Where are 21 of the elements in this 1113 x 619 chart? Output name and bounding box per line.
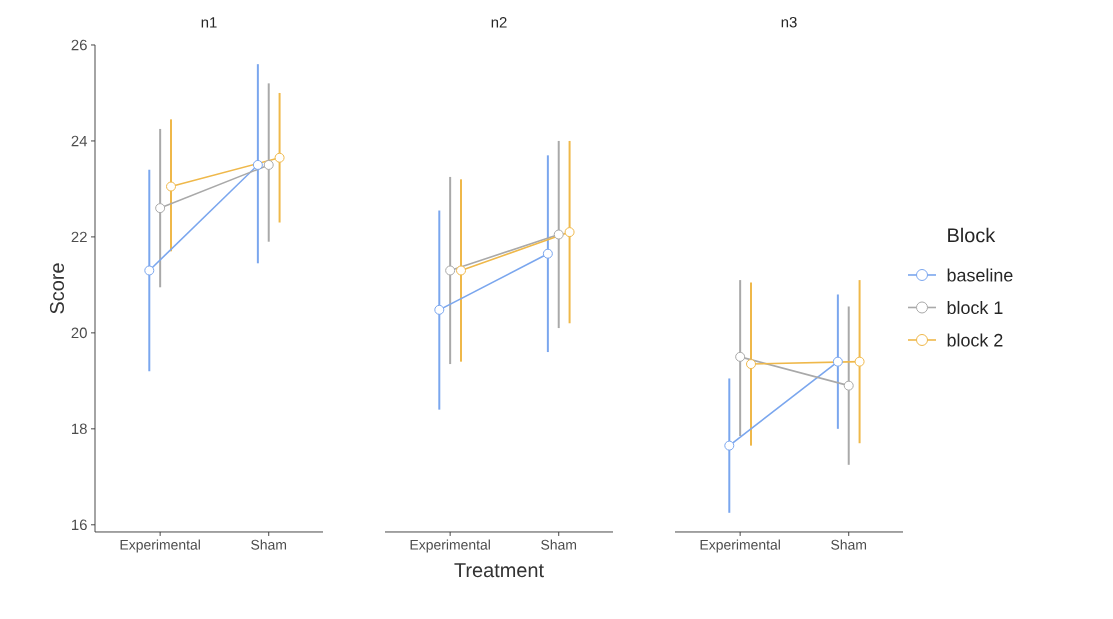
legend-label: baseline — [947, 268, 1013, 282]
x-tick-label: Experimental — [120, 539, 200, 553]
y-tick-label: 20 — [71, 327, 87, 339]
legend-title: Block — [948, 227, 996, 243]
legend-label: block 2 — [947, 333, 1003, 347]
chart-title: n1 — [201, 17, 217, 28]
y-tick-label: 22 — [71, 231, 87, 243]
x-tick-label: Sham — [251, 539, 287, 550]
chart-title: n3 — [781, 16, 797, 28]
y-tick-label: 26 — [71, 39, 87, 51]
x-tick-label: Experimental — [700, 539, 780, 553]
x-tick-label: Sham — [831, 539, 867, 550]
y-axis-title: Score — [49, 263, 65, 314]
y-tick-label: 24 — [71, 135, 88, 147]
x-tick-label: Sham — [541, 539, 577, 550]
legend-label: block 1 — [947, 300, 1003, 315]
chart-title: n2 — [491, 17, 507, 28]
y-tick-label: 16 — [72, 519, 87, 531]
x-tick-label: Experimental — [410, 539, 490, 553]
x-axis-title: Treatment — [454, 563, 544, 578]
y-tick-label: 18 — [72, 423, 87, 435]
